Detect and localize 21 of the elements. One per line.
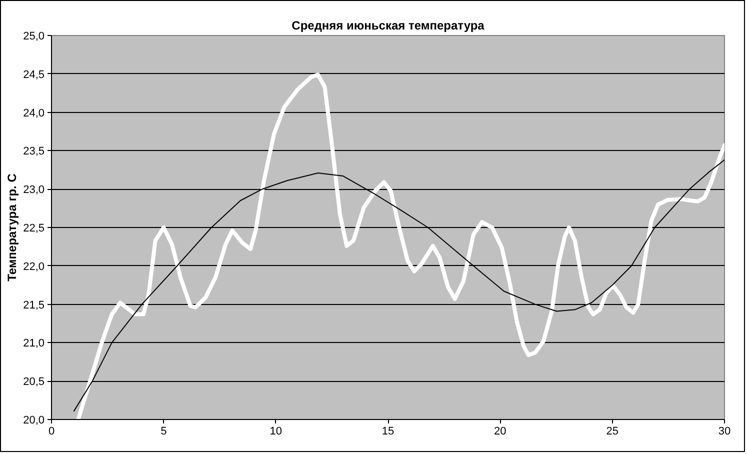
- x-tick-label: 30: [718, 426, 731, 438]
- line-series: [76, 72, 724, 420]
- x-tick-label: 5: [160, 426, 167, 438]
- x-tick-label: 25: [606, 426, 618, 438]
- y-tick-label: 22,5: [23, 222, 45, 234]
- y-tick-label: 20,5: [23, 376, 45, 388]
- y-tick-label: 24,0: [23, 107, 45, 120]
- x-tick-label: 15: [382, 426, 394, 438]
- y-tick-label: 23,5: [23, 146, 45, 158]
- y-tick-label: 23,0: [23, 184, 45, 196]
- y-tick-label: 24,5: [23, 68, 45, 81]
- y-tick-label: 20,0: [23, 414, 45, 426]
- y-tick-label: 21,5: [23, 299, 45, 312]
- chart-title: Средняя июньская температура: [292, 18, 485, 32]
- y-tick-label: 25,0: [23, 30, 45, 42]
- x-tick-label: 10: [270, 426, 282, 438]
- y-tick-label: 22,0: [23, 260, 45, 273]
- x-tick-label: 0: [48, 426, 55, 438]
- y-axis-title: Температура гр. С: [5, 173, 20, 282]
- x-tick-label: 20: [494, 426, 506, 438]
- y-tick-label: 21,0: [23, 338, 45, 350]
